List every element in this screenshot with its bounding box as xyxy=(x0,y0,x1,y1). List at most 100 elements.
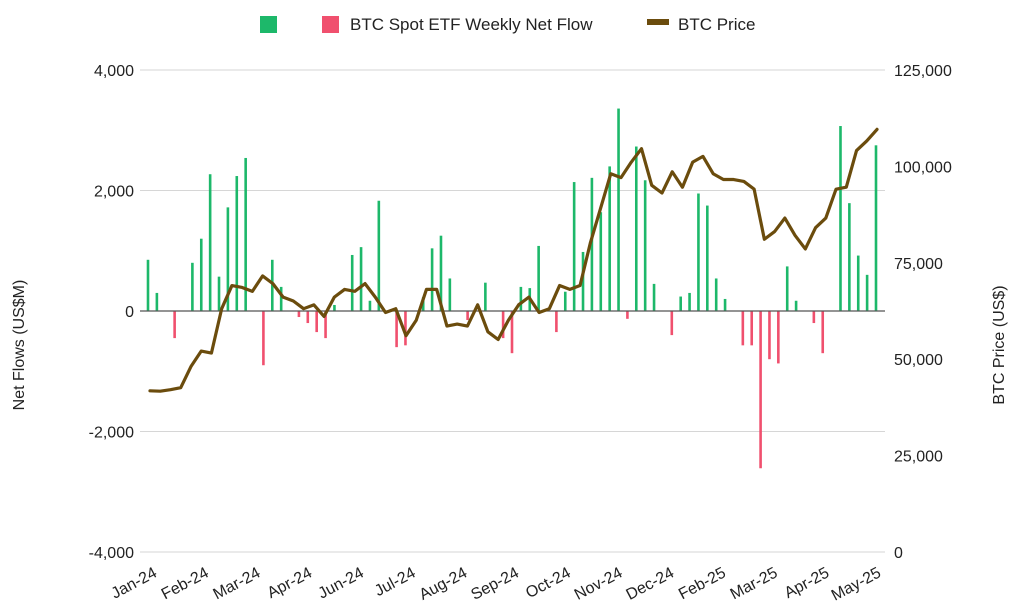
flow-bar xyxy=(501,311,505,339)
flow-bar xyxy=(333,304,336,311)
right-tick-label: 125,000 xyxy=(894,63,952,80)
x-tick-label: Apr-25 xyxy=(782,564,832,602)
x-tick-label: Nov-24 xyxy=(572,564,626,603)
flow-bar xyxy=(697,193,700,311)
flow-bar xyxy=(519,286,523,311)
left-tick-label: 2,000 xyxy=(94,184,134,201)
left-axis: -4,000 -2,000 0 2,000 4,000 xyxy=(89,63,134,562)
flow-bar xyxy=(856,255,860,311)
flow-bar xyxy=(848,203,851,311)
legend-label-net-flow: BTC Spot ETF Weekly Net Flow xyxy=(350,15,593,34)
flow-bar xyxy=(821,311,825,354)
legend: BTC Spot ETF Weekly Net Flow BTC Price xyxy=(260,15,755,34)
x-tick-label: Jan-24 xyxy=(109,564,160,602)
flow-bar xyxy=(617,108,620,311)
flow-bar xyxy=(626,311,629,319)
legend-swatch-negative xyxy=(322,16,339,33)
flow-bar xyxy=(199,238,203,311)
flow-bar xyxy=(865,274,869,311)
flow-bar xyxy=(439,235,443,311)
right-tick-label: 0 xyxy=(894,545,903,562)
flow-bar xyxy=(634,146,638,311)
flow-bar xyxy=(563,291,567,311)
flow-bar xyxy=(146,259,150,311)
x-tick-label: Mar-25 xyxy=(728,564,781,603)
flow-bar xyxy=(262,311,265,366)
legend-swatch-positive xyxy=(260,16,277,33)
flow-bar xyxy=(226,207,230,311)
right-tick-label: 25,000 xyxy=(894,449,943,466)
x-tick-label: Apr-24 xyxy=(265,564,315,602)
flow-bar xyxy=(555,311,558,333)
btc-price-line xyxy=(148,127,879,393)
flow-bar xyxy=(706,205,709,311)
flow-bar xyxy=(679,296,682,311)
x-tick-label: Jul-24 xyxy=(372,564,419,600)
x-tick-label: Mar-24 xyxy=(211,564,264,603)
flow-bar xyxy=(368,300,372,311)
flow-bar xyxy=(714,278,718,311)
right-tick-label: 50,000 xyxy=(894,352,943,369)
x-tick-label: Feb-24 xyxy=(159,564,212,603)
flow-bar xyxy=(306,311,310,324)
legend-label-price: BTC Price xyxy=(678,15,755,34)
right-axis: 0 25,000 50,000 75,000 100,000 125,000 xyxy=(894,63,952,562)
flow-bar xyxy=(652,283,656,311)
left-tick-label: -4,000 xyxy=(89,545,134,562)
flow-bar xyxy=(466,311,469,321)
right-tick-label: 75,000 xyxy=(894,256,943,273)
x-tick-label: Dec-24 xyxy=(623,564,677,603)
bar-layer xyxy=(146,108,878,469)
flow-bar xyxy=(590,177,594,311)
x-tick-label: Sep-24 xyxy=(468,564,522,603)
x-tick-label: Feb-25 xyxy=(676,564,729,603)
legend-swatch-price xyxy=(647,19,669,25)
flow-bar xyxy=(448,278,452,311)
flow-bar xyxy=(874,145,878,311)
flow-bar xyxy=(670,311,674,336)
flow-bar xyxy=(777,311,780,364)
flow-bar xyxy=(430,248,434,311)
flow-bar xyxy=(350,254,354,311)
left-tick-label: 4,000 xyxy=(94,63,134,80)
x-tick-label: Oct-24 xyxy=(523,564,573,602)
flow-bar xyxy=(235,176,239,311)
flow-bar xyxy=(377,200,381,311)
flow-bar xyxy=(404,311,407,346)
flow-bar xyxy=(191,262,194,311)
flow-bar xyxy=(599,212,603,311)
left-axis-title: Net Flows (US$M) xyxy=(11,280,28,411)
flow-bar xyxy=(688,292,691,311)
flow-bar xyxy=(794,300,798,311)
left-tick-label: -2,000 xyxy=(89,425,134,442)
flow-bar xyxy=(750,311,754,346)
flow-bar xyxy=(217,276,221,311)
flow-bar xyxy=(510,311,514,354)
flow-bar xyxy=(581,251,585,311)
flow-bar xyxy=(608,166,611,311)
right-axis-title: BTC Price (US$) xyxy=(991,285,1008,404)
flow-bar xyxy=(244,157,247,311)
flow-bar xyxy=(643,180,647,311)
flow-bar xyxy=(785,266,789,311)
left-tick-label: 0 xyxy=(125,304,134,321)
flow-bar xyxy=(208,174,212,311)
flow-bar xyxy=(279,286,283,311)
flow-bar xyxy=(324,311,327,339)
flow-bar xyxy=(173,311,176,339)
flow-bar xyxy=(484,282,487,311)
flow-bar xyxy=(572,182,576,311)
flow-bar xyxy=(741,311,745,346)
right-tick-label: 100,000 xyxy=(894,159,952,176)
flow-bar xyxy=(315,311,318,333)
x-tick-label: May-25 xyxy=(829,564,884,604)
flow-bar xyxy=(297,311,301,318)
flow-bar xyxy=(759,311,762,469)
flow-bar xyxy=(359,247,363,311)
flow-bar xyxy=(395,311,398,348)
x-tick-label: Aug-24 xyxy=(417,564,471,603)
flow-bar xyxy=(155,292,159,311)
